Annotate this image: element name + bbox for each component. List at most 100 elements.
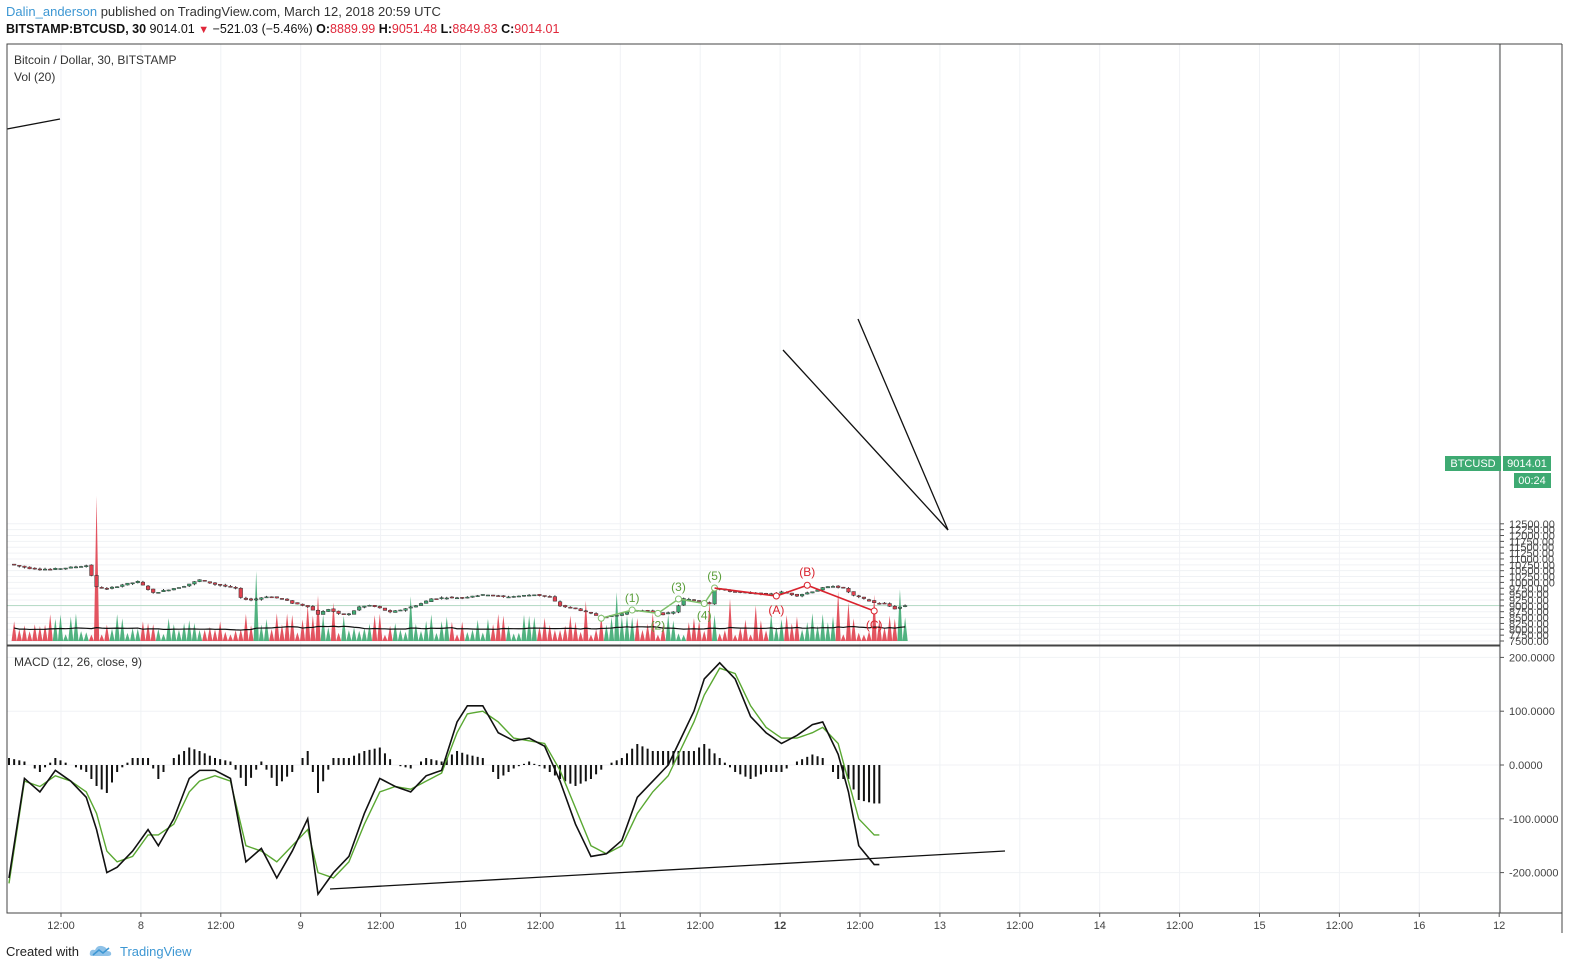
candle-body: [588, 611, 594, 614]
volume-bar: [732, 634, 738, 641]
time-tick-label: 15: [1253, 920, 1265, 932]
volume-bar: [840, 634, 846, 641]
volume-bar: [93, 496, 100, 641]
volume-bar: [27, 631, 33, 641]
volume-bar: [737, 627, 743, 641]
candle-body: [666, 612, 671, 615]
volume-bar: [299, 619, 306, 641]
candle-body: [825, 586, 830, 589]
volume-bar: [124, 632, 131, 641]
candle-body: [341, 613, 346, 615]
volume-bar: [305, 605, 311, 641]
volume-bar: [660, 624, 666, 641]
candle-body: [851, 591, 856, 596]
wave-label-green: (2): [651, 618, 666, 632]
candle-body: [218, 583, 223, 586]
volume-bar: [454, 634, 460, 641]
volume-bar: [433, 633, 440, 641]
macd-legend: MACD (12, 26, close, 9): [14, 655, 142, 669]
candle-body: [377, 606, 382, 609]
candle-body: [578, 608, 583, 612]
candle-body: [146, 585, 151, 590]
candle-body: [558, 601, 563, 607]
volume-bar: [78, 631, 84, 641]
time-tick-label: 12:00: [207, 920, 235, 932]
candle-body: [475, 595, 480, 597]
time-tick-label: 12:00: [367, 920, 395, 932]
volume-bar: [758, 620, 764, 641]
volume-bar: [155, 628, 161, 641]
candle-body: [547, 596, 552, 598]
macd-line: [8, 661, 880, 897]
price-tick-label: 7500.00: [1509, 636, 1549, 648]
candle-body: [521, 595, 527, 597]
volume-bar: [706, 602, 712, 641]
price-tag: BTCUSD 9014.01 00:24: [1445, 456, 1551, 488]
candle-body: [846, 587, 851, 593]
volume-bar: [624, 615, 630, 641]
candle-body: [53, 567, 58, 570]
wave-label-green: (4): [697, 608, 712, 622]
candle-body: [836, 585, 841, 588]
wave-point: [772, 592, 780, 600]
volume-bar: [552, 629, 558, 641]
candle-body: [506, 596, 511, 599]
candle-body: [161, 589, 166, 592]
candle-body: [676, 605, 681, 613]
volume-bar: [887, 615, 893, 641]
price-tag-value: 9014.01: [1507, 458, 1547, 470]
volume-bar: [804, 621, 810, 641]
candle-body: [388, 610, 393, 613]
candle-body: [58, 568, 63, 570]
candle-body: [243, 597, 248, 600]
wave-point: [803, 581, 811, 589]
candle-body: [295, 602, 300, 605]
price-tick-label: 8750.00: [1509, 607, 1549, 619]
price-tick-label: 12500.00: [1509, 519, 1555, 531]
macd-divergence-line: [329, 850, 1006, 890]
candle-body: [444, 597, 449, 600]
candle-body: [238, 587, 243, 598]
volume-bar: [902, 617, 908, 641]
price-tick-label: 7750.00: [1509, 630, 1549, 642]
volume-legend: Vol (20): [14, 70, 55, 84]
candle-body: [516, 595, 521, 598]
volume-bar: [279, 624, 285, 641]
candle-body: [779, 591, 784, 594]
volume-bar: [696, 621, 702, 641]
volume-bar: [639, 629, 646, 641]
candle-body: [17, 564, 22, 567]
time-tick-label: 12:00: [1166, 920, 1194, 932]
volume-bar: [52, 618, 58, 641]
volume-bar: [691, 618, 697, 641]
time-tick-label: 13: [934, 920, 946, 932]
tradingview-link[interactable]: TradingView: [120, 944, 192, 959]
volume-bar: [871, 594, 877, 641]
candle-body: [372, 605, 377, 607]
volume-bar: [603, 624, 609, 641]
volume-bar: [531, 616, 537, 641]
published-text: published on TradingView.com, March 12, …: [100, 4, 441, 19]
candle-body: [321, 611, 326, 615]
author-link[interactable]: Dalin_anderson: [6, 4, 98, 19]
candle-body: [887, 603, 892, 607]
time-tick-label: 12: [774, 920, 786, 932]
volume-bar: [63, 634, 69, 641]
candle-body: [187, 583, 192, 587]
candle-body: [393, 610, 398, 613]
wave-point: [628, 606, 636, 614]
price-tick-label: 8250.00: [1509, 618, 1549, 630]
candle-body: [310, 606, 315, 611]
volume-bar: [83, 632, 89, 641]
volume-bar: [341, 615, 347, 641]
volume-bar: [856, 632, 862, 641]
candle-body: [681, 598, 686, 606]
volume-bar: [449, 621, 455, 641]
candle-body: [594, 613, 599, 616]
volume-area: [11, 496, 908, 641]
last-price: 9014.01: [149, 22, 195, 36]
macd-tick-label: 100.0000: [1509, 706, 1555, 718]
main-pane-border: [6, 43, 1501, 646]
candle-body: [820, 587, 825, 591]
